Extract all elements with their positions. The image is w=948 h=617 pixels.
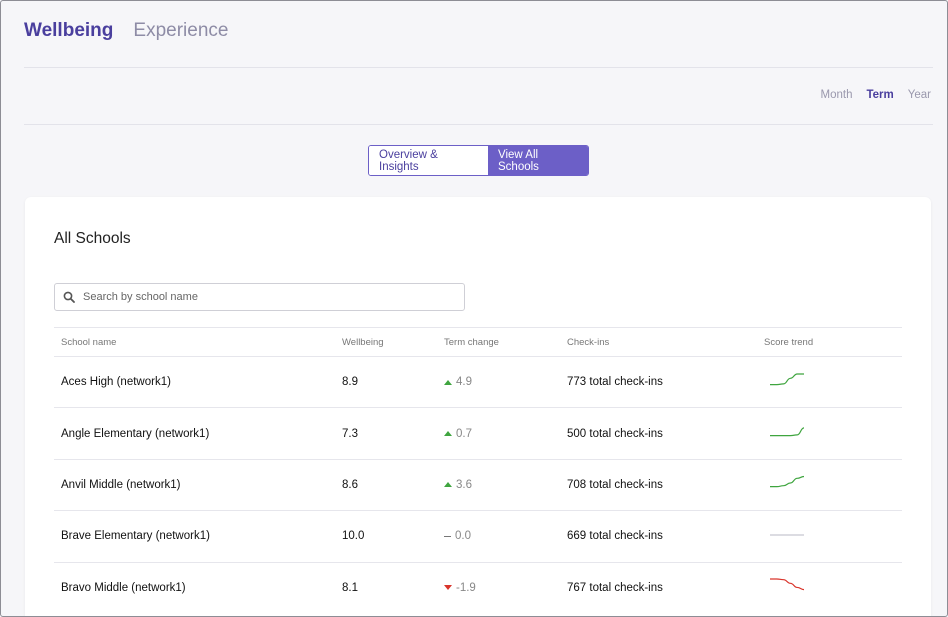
header-score-trend: Score trend: [764, 336, 814, 348]
period-selector: Month Term Year: [821, 89, 932, 101]
term-change-value: -1.9: [456, 581, 476, 594]
term-change: 4.9: [444, 376, 567, 388]
table-row[interactable]: Bravo Middle (network1) 8.1 -1.9 767 total …: [54, 561, 902, 613]
search-input[interactable]: [83, 291, 453, 303]
term-change: 0.7: [444, 428, 567, 440]
period-month[interactable]: Month: [820, 89, 853, 101]
term-change-value: 0.7: [456, 427, 472, 440]
sparkline-chart: [770, 373, 804, 385]
top-tabs: Wellbeing Experience: [24, 20, 228, 42]
table-row[interactable]: Aces High (network1) 8.9 4.9 773 total chec…: [54, 356, 902, 407]
term-change: -1.9: [444, 582, 567, 594]
overview-insights-button[interactable]: Overview & Insights: [369, 146, 488, 175]
wellbeing-score: 10.0: [342, 530, 365, 543]
score-trend: [764, 370, 902, 395]
score-trend: [764, 575, 902, 600]
search-icon: [55, 284, 83, 310]
wellbeing-score: 8.1: [342, 581, 358, 594]
term-change-value: 4.9: [456, 376, 472, 389]
score-trend: [764, 524, 902, 549]
sparkline-line: [770, 578, 805, 591]
wellbeing-score: 8.9: [342, 376, 358, 389]
trend-down-icon: [444, 585, 452, 591]
period-year[interactable]: Year: [907, 89, 931, 101]
header-divider: [24, 67, 933, 68]
header-term-change[interactable]: Term change: [444, 336, 499, 348]
trend-up-icon: [444, 482, 452, 488]
header-wellbeing[interactable]: Wellbeing: [342, 336, 384, 348]
sparkline-line: [770, 373, 804, 385]
search-box: [54, 283, 465, 311]
tab-experience[interactable]: Experience: [133, 20, 229, 41]
schools-table: School name Wellbeing Term change Check-…: [54, 327, 902, 613]
check-ins: 708 total check-ins: [567, 478, 663, 491]
table-row[interactable]: Angle Elementary (network1) 7.3 0.7 500 tot…: [54, 407, 902, 458]
view-toggle: Overview & Insights View All Schools: [368, 145, 589, 176]
trend-up-icon: [444, 379, 452, 385]
view-all-schools-button[interactable]: View All Schools: [488, 146, 588, 175]
wellbeing-score: 8.6: [342, 478, 358, 491]
period-term[interactable]: Term: [866, 89, 894, 101]
table-row[interactable]: Anvil Middle (network1) 8.6 3.6 708 total c…: [54, 458, 902, 510]
school-name[interactable]: Aces High (network1): [61, 376, 171, 389]
trend-up-icon: [444, 431, 452, 437]
sparkline-line: [770, 476, 805, 488]
wellbeing-score: 7.3: [342, 427, 358, 440]
school-name[interactable]: Brave Elementary (network1): [61, 530, 210, 543]
header-school-name[interactable]: School name: [61, 336, 117, 348]
sparkline-line: [770, 427, 805, 437]
card-title: All Schools: [54, 230, 131, 247]
term-change: 3.6: [444, 479, 567, 491]
check-ins: 773 total check-ins: [567, 376, 663, 389]
sparkline-chart: [769, 534, 804, 536]
check-ins: 500 total check-ins: [567, 427, 663, 440]
table-header: School name Wellbeing Term change Check-…: [54, 327, 902, 356]
sparkline-chart: [770, 427, 805, 437]
score-trend: [764, 472, 902, 497]
check-ins: 669 total check-ins: [567, 530, 663, 543]
term-change-value: 3.6: [456, 478, 472, 491]
period-divider: [24, 124, 933, 125]
check-ins: 767 total check-ins: [567, 581, 663, 594]
sparkline-chart: [770, 476, 805, 488]
school-name[interactable]: Angle Elementary (network1): [61, 427, 210, 440]
tab-wellbeing[interactable]: Wellbeing: [24, 20, 114, 41]
trend-flat-icon: [444, 535, 451, 538]
header-check-ins[interactable]: Check-ins: [567, 336, 610, 348]
school-name[interactable]: Anvil Middle (network1): [61, 478, 181, 491]
term-change-value: 0.0: [455, 530, 471, 543]
sparkline-chart: [770, 578, 805, 591]
term-change: 0.0: [444, 530, 567, 542]
score-trend: [764, 421, 902, 446]
all-schools-card: All Schools School name Wellbeing Term c…: [25, 197, 931, 616]
school-name[interactable]: Bravo Middle (network1): [61, 581, 186, 594]
table-row[interactable]: Brave Elementary (network1) 10.0 0.0 669 to…: [54, 510, 902, 561]
